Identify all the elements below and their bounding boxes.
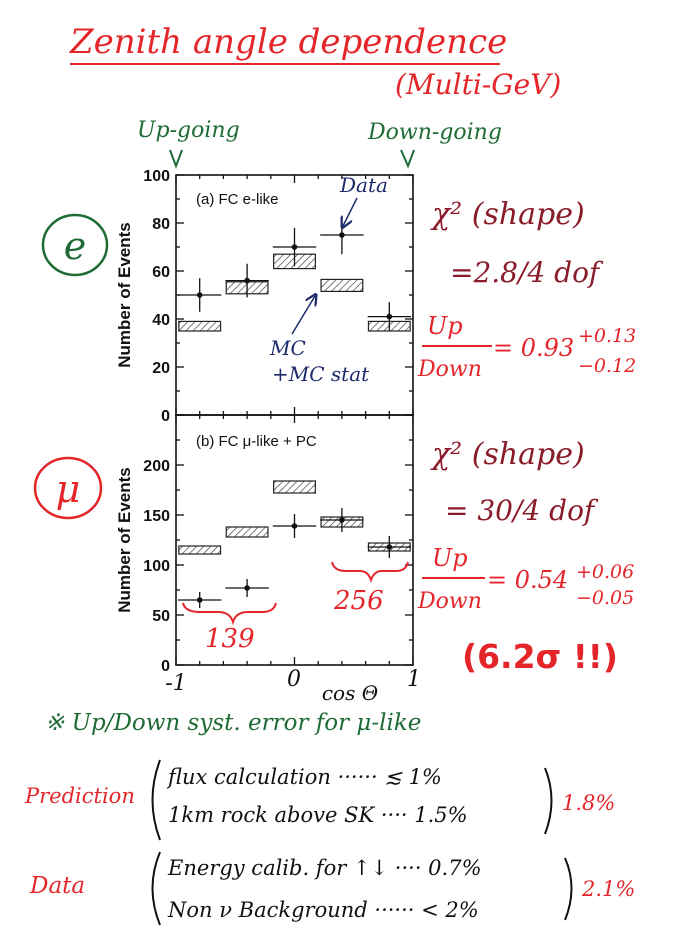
panel-a-mc-box [320,278,364,292]
panel-b-y-tick-label: 200 [143,458,170,475]
x-tick-label: -1 [165,671,186,696]
panel-a-data-point [386,313,393,320]
e-flavor-symbol: e [64,224,87,268]
prediction-item: 1km rock above SK ···· 1.5% [168,803,468,827]
down-bins-brace [331,561,409,584]
panel-b-marks [178,480,411,608]
mc-annotation: MC [269,336,306,360]
chi2-label-mu: χ² (shape) [430,437,585,472]
panel-b-y-tick-label: 0 [161,658,170,675]
panel-b-mc-box [225,526,269,538]
panel-b-y-tick-label: 150 [143,508,170,525]
panel-b-mc-box [178,545,222,555]
prediction-close-paren [544,767,553,835]
data-open-paren [151,851,161,926]
mc-stat-annotation: +MC stat [272,362,370,386]
panel-a-mc-box [178,320,222,332]
page-subtitle: (Multi-GeV) [395,68,562,101]
panel-a-y-tick-label: 100 [143,168,170,185]
up-label-e: Up [427,312,463,340]
down-count: 256 [333,586,384,616]
up-going-label: Up-going [137,118,240,143]
mc-arrow-icon [291,296,315,335]
panel-a-data-point [339,232,345,238]
panel-a-label: (a) FC e-like [196,191,279,208]
ratio-err-minus-mu: −0.05 [576,587,634,609]
data-syst-item: Energy calib. for ↑↓ ···· 0.7% [167,856,482,880]
down-label-mu: Down [417,589,482,614]
panel-b-y-tick-label: 50 [152,608,170,625]
mu-flavor-circle [33,456,103,520]
page-title: Zenith angle dependence [70,22,508,62]
chi2-label-e: χ² (shape) [430,197,585,232]
ratio-err-plus-mu: +0.06 [576,561,634,583]
panel-b-data-point [244,585,250,591]
data-syst-label: Data [29,873,85,899]
down-going-arrow-icon [400,149,415,169]
panel-a-data-point [196,292,203,298]
prediction-label: Prediction [24,784,135,808]
prediction-item: flux calculation ······ ≲ 1% [166,765,442,789]
ratio-value-mu: = 0.54 [487,566,568,594]
panel-b-data-point [196,597,203,603]
data-arrow-icon [343,197,358,226]
data-annotation: Data [339,173,388,197]
x-tick-label: 1 [407,667,421,692]
prediction-total: 1.8% [562,791,615,815]
data-syst-total: 2.1% [581,877,635,901]
panel-a-y-tick-label: 60 [152,264,170,281]
significance-callout: (6.2σ !!) [462,637,618,676]
down-label-e: Down [417,357,482,382]
up-going-arrow-icon [169,149,183,169]
panel-a-ticks: 0 20 40 60 80 100 [143,168,414,425]
chi2-value-e: =2.8/4 dof [450,256,604,289]
e-flavor-circle [41,213,109,277]
panel-b-label: (b) FC μ-like + PC [196,433,317,450]
data-close-paren [564,857,573,921]
mu-flavor-symbol: μ [56,467,81,511]
panel-b-y-axis-title: Number of Events [115,467,134,612]
syst-title: ※ Up/Down syst. error for μ-like [45,710,421,736]
down-going-label: Down-going [368,120,502,145]
data-syst-item: Non ν Background ······ < 2% [167,898,479,922]
panel-a-y-tick-label: 40 [152,312,170,329]
panel-b-data-point [291,523,298,529]
up-count: 139 [205,624,255,654]
ratio-value-e: = 0.93 [493,334,574,362]
panel-a-y-tick-label: 80 [152,216,170,233]
panel-b-data-point [339,517,345,523]
panel-b-mc-box [273,480,316,494]
prediction-open-paren [151,759,161,841]
title-underline [70,63,500,65]
chi2-value-mu: = 30/4 dof [445,494,599,527]
x-axis-title: cos Θ [322,681,378,705]
panel-b-y-tick-label: 100 [143,558,170,575]
panel-a-marks [178,215,411,332]
panel-a-data-point [244,277,250,284]
panel-b-ticks: 0 50 100 150 200 [143,414,414,675]
panel-a-y-tick-label: 20 [152,360,170,377]
panel-b-data-point [386,544,393,550]
panel-a-data-point [291,244,298,250]
up-bins-brace [182,602,277,626]
up-label-mu: Up [432,544,468,572]
panel-a-y-axis-title: Number of Events [115,222,134,367]
ratio-err-minus-e: −0.12 [578,355,636,377]
ratio-err-plus-e: +0.13 [578,325,636,347]
panel-a-y-tick-label: 0 [161,408,170,425]
x-tick-label: 0 [287,667,301,692]
